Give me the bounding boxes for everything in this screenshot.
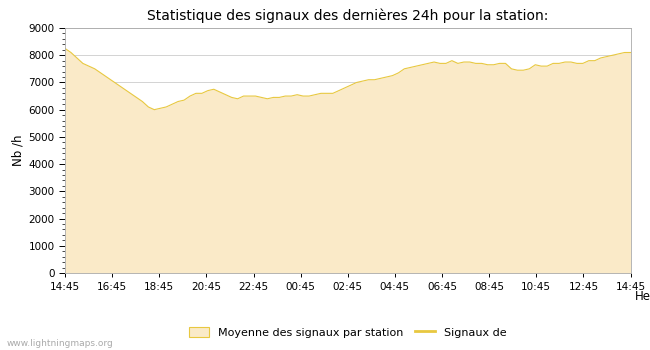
X-axis label: Heure: Heure xyxy=(635,290,650,303)
Y-axis label: Nb /h: Nb /h xyxy=(11,135,24,166)
Legend: Moyenne des signaux par station, Signaux de: Moyenne des signaux par station, Signaux… xyxy=(185,323,511,342)
Title: Statistique des signaux des dernières 24h pour la station:: Statistique des signaux des dernières 24… xyxy=(147,8,549,23)
Text: www.lightningmaps.org: www.lightningmaps.org xyxy=(6,339,113,348)
